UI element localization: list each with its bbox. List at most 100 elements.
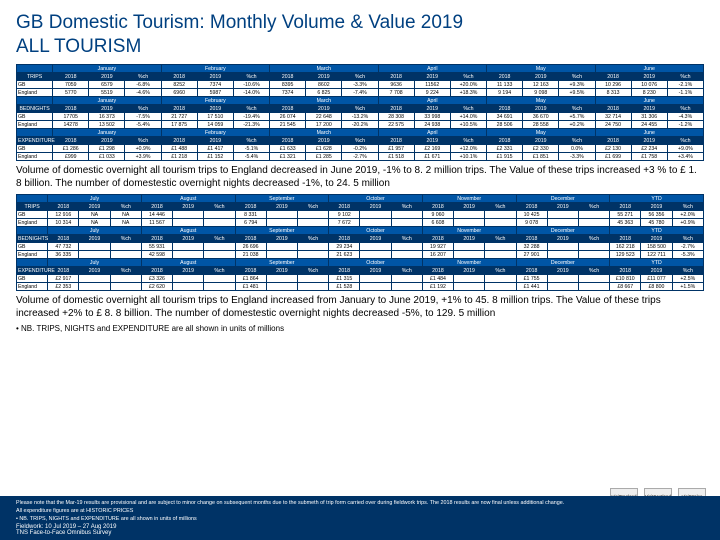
- col-header: 2019: [79, 235, 110, 243]
- row-label: England: [17, 89, 53, 97]
- cell: 8252: [161, 81, 197, 89]
- cell: 17 200: [306, 121, 342, 129]
- month-header: April: [378, 97, 486, 105]
- cell: -7.5%: [125, 113, 161, 121]
- cell: 28 506: [487, 121, 523, 129]
- cell: 21 038: [235, 251, 266, 259]
- table-h1: JanuaryFebruaryMarchAprilMayJuneTRIPS201…: [16, 64, 704, 161]
- month-header: August: [141, 195, 235, 203]
- row-label: England: [17, 283, 48, 291]
- cell: £1 484: [422, 275, 453, 283]
- cell: NA: [110, 211, 141, 219]
- cell: 17 510: [197, 113, 233, 121]
- row-label: England: [17, 251, 48, 259]
- cell: 32 714: [595, 113, 631, 121]
- col-header: %ch: [342, 105, 378, 113]
- cell: [110, 283, 141, 291]
- cell: £2 331: [487, 145, 523, 153]
- cell: £1 218: [161, 153, 197, 161]
- month-header: YTD: [610, 227, 704, 235]
- col-header: 2019: [197, 73, 233, 81]
- cell: 28 558: [523, 121, 559, 129]
- row-label: England: [17, 219, 48, 227]
- col-header: %ch: [450, 105, 486, 113]
- cell: -2.7%: [672, 243, 703, 251]
- cell: £1 699: [595, 153, 631, 161]
- month-header: YTD: [610, 195, 704, 203]
- cell: £2 620: [141, 283, 172, 291]
- section-header: BEDNIGHTS: [17, 105, 53, 113]
- cell: [360, 243, 391, 251]
- cell: [578, 243, 609, 251]
- col-header: %ch: [578, 203, 609, 211]
- cell: [266, 219, 297, 227]
- cell: +0.9%: [125, 145, 161, 153]
- cell: £1 315: [329, 275, 360, 283]
- cell: 24 938: [414, 121, 450, 129]
- paragraph-1: Volume of domestic overnight all tourism…: [16, 165, 704, 190]
- col-header: %ch: [297, 235, 328, 243]
- cell: £2 917: [48, 275, 79, 283]
- month-header: June: [595, 65, 704, 73]
- cell: [547, 211, 578, 219]
- cell: £1 285: [306, 153, 342, 161]
- cell: 56 356: [641, 211, 672, 219]
- col-header: 2019: [631, 137, 667, 145]
- cell: £1 864: [235, 275, 266, 283]
- col-header: 2018: [48, 235, 79, 243]
- cell: 12 916: [48, 211, 79, 219]
- col-header: %ch: [297, 267, 328, 275]
- cell: -1.1%: [667, 89, 703, 97]
- month-header: October: [329, 227, 423, 235]
- cell: -2.7%: [342, 153, 378, 161]
- month-header: May: [487, 97, 595, 105]
- cell: -2.1%: [667, 81, 703, 89]
- paragraph-2: Volume of domestic overnight all tourism…: [16, 295, 704, 320]
- cell: [547, 251, 578, 259]
- cell: [547, 283, 578, 291]
- col-header: 2019: [173, 203, 204, 211]
- month-header: May: [487, 65, 595, 73]
- cell: +3.4%: [667, 153, 703, 161]
- cell: 11562: [414, 81, 450, 89]
- cell: 6579: [89, 81, 125, 89]
- cell: 7059: [53, 81, 89, 89]
- cell: 21 623: [329, 251, 360, 259]
- col-header: 2018: [378, 137, 414, 145]
- col-header: %ch: [110, 267, 141, 275]
- col-header: 2018: [487, 73, 523, 81]
- cell: [578, 219, 609, 227]
- cell: [204, 219, 235, 227]
- col-header: %ch: [391, 203, 422, 211]
- col-header: %ch: [391, 235, 422, 243]
- cell: -5.3%: [672, 251, 703, 259]
- cell: £1 033: [89, 153, 125, 161]
- col-header: 2019: [89, 73, 125, 81]
- cell: +1.5%: [672, 283, 703, 291]
- cell: 10 076: [631, 81, 667, 89]
- cell: 6 794: [235, 219, 266, 227]
- cell: 32 288: [516, 243, 547, 251]
- cell: [266, 251, 297, 259]
- cell: [266, 211, 297, 219]
- month-header: January: [53, 97, 161, 105]
- cell: [173, 283, 204, 291]
- cell: -13.2%: [342, 113, 378, 121]
- col-header: %ch: [672, 235, 703, 243]
- month-header: December: [516, 227, 610, 235]
- cell: £1 528: [329, 283, 360, 291]
- col-header: 2018: [141, 203, 172, 211]
- cell: [485, 219, 516, 227]
- cell: -3.3%: [342, 81, 378, 89]
- col-header: 2019: [631, 105, 667, 113]
- cell: 6 608: [422, 219, 453, 227]
- col-header: %ch: [672, 267, 703, 275]
- month-header: August: [141, 259, 235, 267]
- cell: +20.0%: [450, 81, 486, 89]
- cell: 22 575: [378, 121, 414, 129]
- cell: [391, 283, 422, 291]
- col-header: 2019: [89, 105, 125, 113]
- footer-note-3: • NB. TRIPS, NIGHTS and EXPENDITURE are …: [16, 516, 704, 522]
- col-header: 2018: [378, 73, 414, 81]
- col-header: 2018: [610, 267, 641, 275]
